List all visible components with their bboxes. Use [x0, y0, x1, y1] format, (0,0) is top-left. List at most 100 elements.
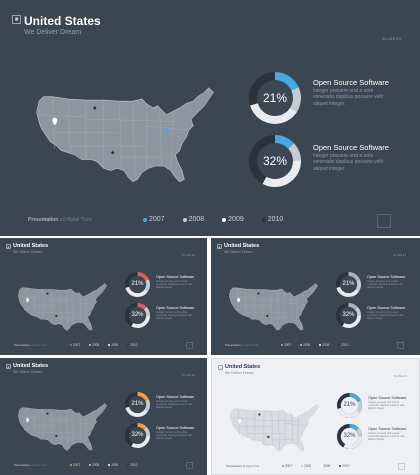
legend-item-2007: 2007: [70, 343, 80, 347]
slide-nav-box[interactable]: [377, 214, 391, 228]
legend-item-2007: 2007: [282, 464, 292, 468]
legend-swatch: [70, 464, 72, 466]
legend-swatch: [261, 217, 266, 222]
card-body-2: Integer posuere erat a ante venenatis da…: [368, 432, 405, 442]
donut-value-2: 32%: [131, 312, 144, 318]
card-body-1: Integer posuere erat a ante venenatis da…: [367, 280, 404, 290]
thumbnail-slide-gray[interactable]: ■ United States We Deliver Dream SLIDE30…: [211, 238, 420, 355]
card-body-1: Integer posuere erat a ante venenatis da…: [156, 280, 193, 290]
donut-chart-2: [335, 302, 362, 329]
map-marker: [111, 151, 115, 155]
legend-item-2007: 2007: [70, 463, 80, 467]
slide-tag: SLIDE30: [393, 254, 407, 257]
legend-item-2010: 2010: [127, 463, 137, 467]
legend-swatch: [222, 217, 227, 222]
slide-subtitle: We Deliver Dream: [13, 370, 42, 374]
map-marker: [46, 412, 49, 415]
card-body-2: Integer posuere erat a ante venenatis da…: [313, 153, 384, 172]
map-marker: [258, 413, 261, 416]
map-square-icon: ■: [6, 244, 11, 249]
card-body-1: Integer posuere erat a ante venenatis da…: [156, 400, 193, 410]
map-marker: [266, 314, 269, 317]
slide-tag: SLIDE30: [182, 254, 196, 257]
main-slide[interactable]: ■ United States We Deliver Dream SLIDE30…: [0, 0, 420, 236]
map-square-icon: ■: [12, 15, 21, 24]
map-marker: [55, 434, 58, 437]
map-marker: [267, 435, 270, 438]
legend-swatch: [319, 344, 322, 346]
presentation-footer: Presentation all digital Tools: [14, 344, 48, 347]
donut-chart-2: [336, 423, 363, 450]
thumbnail-slide-red[interactable]: ■ United States We Deliver Dream SLIDE30…: [0, 238, 207, 355]
donut-value-2: 32%: [342, 312, 355, 318]
map-square-icon: ■: [6, 364, 11, 369]
slide-nav-box[interactable]: [398, 463, 405, 470]
card-heading-1: Open Source Software: [367, 275, 406, 279]
donut-value-1: 21%: [131, 401, 144, 407]
slide-nav-box[interactable]: [186, 342, 193, 349]
legend-item-2008: 2008: [89, 343, 99, 347]
legend-swatch: [127, 344, 130, 346]
slide-tag: SLIDE30: [182, 374, 196, 377]
card-heading-2: Open Source Software: [313, 143, 389, 152]
legend-swatch: [282, 465, 284, 467]
presentation-footer: Presentation all digital Tools: [225, 344, 259, 347]
chart-legend: 2007 2008 2009 2010: [282, 464, 349, 468]
donut-value-1: 21%: [342, 281, 355, 287]
legend-swatch: [281, 344, 283, 346]
card-body-1: Integer posuere erat a ante venenatis da…: [368, 401, 405, 411]
legend-item-2010: 2010: [338, 343, 348, 347]
chart-legend: 2007 2008 2009 2010: [70, 463, 137, 467]
donut-value-2: 32%: [343, 433, 356, 439]
location-pin-icon: [26, 418, 30, 423]
chart-legend: 2007 2008 2009 2010: [281, 343, 348, 347]
chart-legend: 2007 2008 2009 2010: [143, 216, 283, 223]
chart-legend: 2007 2008 2009 2010: [70, 343, 137, 347]
slide-nav-box[interactable]: [397, 342, 404, 349]
map-marker: [257, 292, 260, 295]
thumbnail-slide-orange[interactable]: ■ United States We Deliver Dream SLIDE30…: [0, 358, 207, 475]
card-body-2: Integer posuere erat a ante venenatis da…: [156, 431, 193, 441]
location-pin-icon: [26, 298, 30, 303]
usa-map: [36, 87, 214, 183]
map-square-icon: ■: [218, 365, 223, 370]
usa-map: [18, 403, 107, 451]
slide-title: United States: [13, 243, 49, 249]
usa-map: [230, 404, 319, 452]
slide-nav-box[interactable]: [186, 462, 193, 469]
donut-chart-1: [124, 271, 151, 298]
legend-swatch: [182, 217, 187, 222]
slide-tag: SLIDE30: [382, 36, 402, 41]
legend-swatch: [320, 465, 323, 467]
location-pin-icon: [52, 117, 58, 126]
thumbnail-slide-light[interactable]: ■ United States We Deliver Dream SLIDE30…: [211, 358, 420, 475]
card-heading-1: Open Source Software: [368, 396, 407, 400]
legend-item-2010: 2010: [261, 216, 283, 223]
usa-map: [229, 283, 318, 331]
legend-swatch: [143, 217, 147, 222]
legend-item-2008: 2008: [89, 463, 99, 467]
legend-item-2010: 2010: [339, 464, 349, 468]
slide-tag: SLIDE30: [394, 375, 408, 378]
legend-item-2010: 2010: [127, 343, 137, 347]
slide-title: United States: [225, 364, 261, 370]
legend-swatch: [338, 344, 341, 346]
legend-swatch: [300, 344, 303, 346]
card-heading-2: Open Source Software: [156, 426, 195, 430]
slide-subtitle: We Deliver Dream: [225, 371, 254, 375]
legend-item-2007: 2007: [281, 343, 291, 347]
map-marker: [46, 292, 49, 295]
donut-chart-1: [335, 271, 362, 298]
map-square-icon: ■: [217, 244, 222, 249]
presentation-footer: Presentation all digital Tools: [14, 464, 48, 467]
legend-item-2009: 2009: [108, 463, 118, 467]
legend-item-2008: 2008: [301, 464, 311, 468]
slide-subtitle: We Deliver Dream: [24, 29, 82, 36]
slide-title: United States: [24, 14, 101, 28]
legend-swatch: [108, 344, 111, 346]
card-heading-2: Open Source Software: [367, 306, 406, 310]
legend-swatch: [89, 464, 92, 466]
card-heading-1: Open Source Software: [156, 275, 195, 279]
donut-value-1: 21%: [343, 402, 356, 408]
legend-item-2009: 2009: [108, 343, 118, 347]
